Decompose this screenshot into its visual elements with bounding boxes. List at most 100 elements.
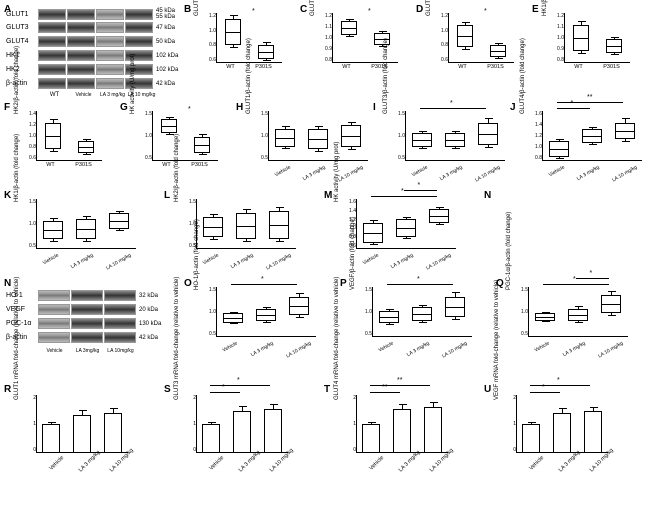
- significance: *: [418, 182, 421, 189]
- box: [478, 123, 498, 145]
- blot-lanes: [38, 304, 136, 315]
- sig-line: [557, 102, 623, 103]
- box: [615, 123, 635, 139]
- lane: [38, 22, 66, 33]
- sig-line: [530, 385, 590, 386]
- y-ticks: 1.51.00.5: [260, 111, 268, 161]
- y-ticks: 1.61.41.21.00.8: [534, 111, 542, 161]
- sig-line: [557, 108, 590, 109]
- blot-lanes: [38, 36, 153, 47]
- bar: [104, 413, 122, 453]
- y-ticks: 1.21.11.00.90.8: [556, 13, 564, 63]
- box: [429, 209, 449, 223]
- significance: *: [188, 106, 191, 113]
- lane: [104, 332, 136, 343]
- y-ticks: 1.21.11.00.90.8: [324, 13, 332, 63]
- sig-line: [420, 108, 486, 109]
- box: [223, 313, 243, 323]
- xlabel: LA 3 mg/kg: [70, 252, 95, 270]
- significance: *: [237, 377, 240, 384]
- bars: [356, 395, 448, 453]
- sig-line: [404, 190, 437, 191]
- xlabel: LA 10 mg/kg: [337, 164, 364, 183]
- x-labels: WT P301S: [564, 64, 630, 70]
- x-labels: ViehicleLA 3 mg/kgLA 10 mg/kg: [405, 164, 505, 170]
- box: [379, 311, 399, 323]
- boxplot-E: HK1/β-actin (fold change) 1.21.11.00.90.…: [544, 8, 636, 82]
- box: [490, 45, 506, 57]
- lane: [38, 290, 70, 301]
- y-ticks: 210: [348, 395, 356, 453]
- x-labels: VehicleLA 3 mg/kgLA 10 mg/kg: [216, 340, 316, 346]
- lane: [104, 304, 136, 315]
- molecular-weight: 102 kDa: [156, 53, 178, 59]
- lane: [104, 318, 136, 329]
- blot-A-row-β-actin: β-actin 42 kDa: [6, 78, 175, 89]
- bars: [196, 395, 288, 453]
- lane: [125, 36, 153, 47]
- xlabel: WT: [46, 162, 55, 168]
- box: [275, 129, 295, 147]
- x-labels: VehicleLA 3 mg/kgLA 10 mg/kg: [372, 340, 472, 346]
- significance: *: [417, 276, 420, 283]
- lane: [96, 9, 124, 20]
- sig-line: [210, 385, 270, 386]
- xlabel: WT: [458, 64, 467, 70]
- xlabel: P301S: [603, 64, 620, 70]
- box: [308, 129, 328, 149]
- lane: [71, 318, 103, 329]
- panel-letter-L: L: [164, 190, 170, 201]
- boxes: [36, 199, 136, 249]
- barplot-R: GLUT1 mRNA fold-change (relative to vehi…: [16, 390, 134, 480]
- xlabel: P301S: [191, 162, 208, 168]
- lane: [38, 304, 70, 315]
- box: [363, 223, 383, 243]
- box: [412, 133, 432, 147]
- significance: *: [557, 377, 560, 384]
- box: [45, 123, 61, 149]
- lane: [71, 304, 103, 315]
- boxplot-C: GLUT3/β-actin (fold change) 1.21.11.00.9…: [312, 8, 404, 82]
- box: [161, 119, 177, 133]
- xlabel: LA 10 mg/kg: [588, 455, 606, 473]
- lane: [104, 290, 136, 301]
- y-ticks: 1.51.00.5: [208, 287, 216, 337]
- box: [601, 295, 621, 313]
- x-labels: VehicleLA 3 mg/kgLA 10 mg/kg: [36, 455, 128, 461]
- panel-letter-P: P: [340, 278, 347, 289]
- boxplot-O: HO-1/β-actin (fold change) 1.51.00.5 Veh…: [196, 282, 324, 356]
- box: [606, 39, 622, 53]
- panel-letter-M: M: [324, 190, 332, 201]
- blot-label: HK1: [6, 52, 38, 59]
- bars: [516, 395, 608, 453]
- x-labels: ViehicleLA 3 mg/kgLA 10 mg/kg: [36, 252, 136, 258]
- xlabel: WT: [574, 64, 583, 70]
- xlabel: LA 3 mg/kg: [558, 455, 576, 473]
- boxes: [268, 111, 368, 161]
- x-labels: ViehicleLA 3 mg/kgLA 10 mg/kg: [196, 252, 296, 258]
- box: [256, 309, 276, 321]
- boxes: [564, 13, 630, 63]
- x-labels: WT P301S: [152, 162, 218, 168]
- significance: *: [450, 100, 453, 107]
- y-axis-label: VEGF mRNA fold-change (relative to vehic…: [494, 345, 500, 400]
- y-ticks: 1.51.00.5: [397, 111, 405, 161]
- box: [568, 309, 588, 321]
- boxplot-I: GLUT3/β-actin (fold change) 1.51.00.5 Vi…: [385, 106, 513, 180]
- sig-line: [210, 392, 240, 393]
- xlabel: LA 3 mg/kg: [238, 455, 256, 473]
- xlabel: LA 10mg/kg: [104, 348, 137, 354]
- lane: [96, 22, 124, 33]
- blot-A-xlabels: WT Vehicle LA 3 mg/kg LA 10 mg/kg: [40, 92, 156, 98]
- sig-line: [576, 278, 609, 279]
- xlabel: Viehicle: [411, 164, 429, 178]
- lane: [38, 36, 66, 47]
- molecular-weight: 47 kDa: [156, 25, 175, 31]
- blot-label: VEGF: [6, 306, 38, 313]
- blot-N-row-PGC-1α: PGC-1α 130 kDa: [6, 318, 161, 329]
- blot-label: HK2: [6, 66, 38, 73]
- boxplot-P: VEGF/β-actin (fold change) 1.51.00.5 Veh…: [352, 282, 480, 356]
- x-labels: ViehicleLA 3 mg/kgLA 10 mg/kg: [356, 252, 456, 258]
- lane: [38, 78, 66, 89]
- box: [43, 221, 63, 239]
